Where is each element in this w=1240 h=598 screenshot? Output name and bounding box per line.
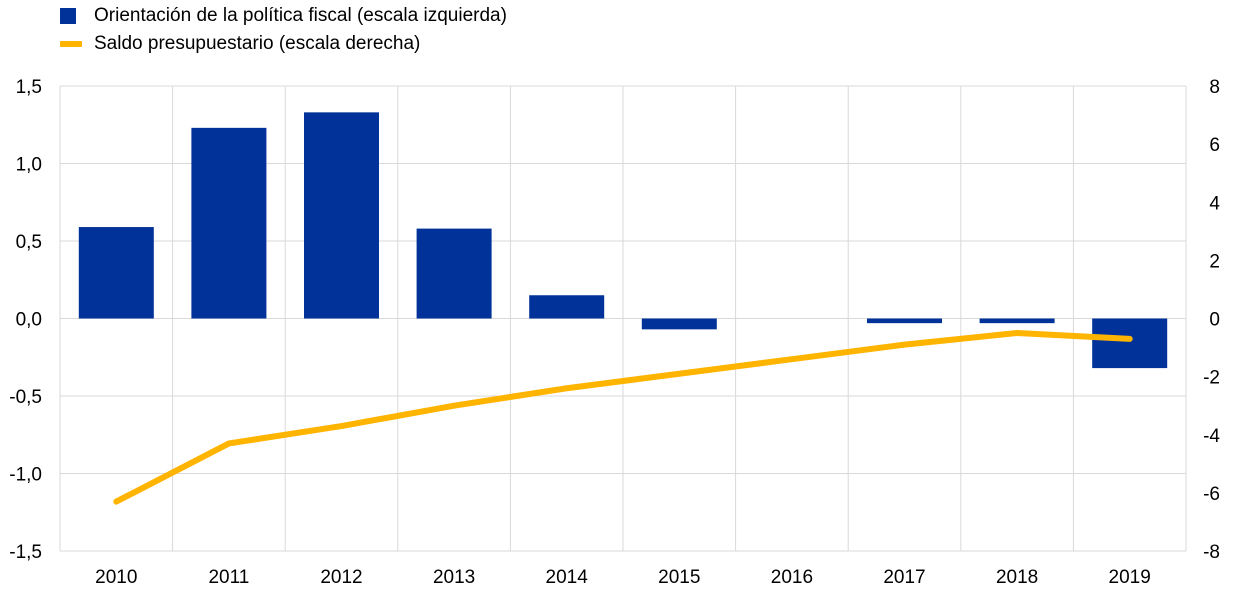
left-tick-label: -0,5 [9, 387, 42, 408]
right-tick-label: 2 [1209, 251, 1220, 272]
bar-2011 [191, 127, 267, 319]
x-tick-label: 2011 [208, 567, 249, 588]
budget-balance-line [113, 330, 1133, 505]
x-tick-label: 2012 [320, 567, 362, 588]
bar-series [78, 112, 1168, 369]
left-tick-label: -1,5 [9, 542, 42, 563]
right-tick-label: -4 [1203, 426, 1220, 447]
x-tick-label: 2018 [996, 567, 1038, 588]
right-tick-label: 6 [1209, 135, 1220, 156]
right-tick-label: 4 [1209, 193, 1220, 214]
legend-label-fiscal-stance: Orientación de la política fiscal (escal… [94, 5, 507, 26]
legend: Orientación de la política fiscal (escal… [60, 2, 507, 58]
bar-2013 [416, 228, 492, 319]
x-tick-label: 2010 [95, 567, 137, 588]
x-tick-label: 2017 [883, 567, 925, 588]
x-tick-label: 2014 [546, 567, 589, 588]
right-axis-ticks: 8 6 4 2 0 -2 -4 -6 -8 [1203, 77, 1220, 563]
grid-lines [59, 85, 1187, 552]
bar-2015 [641, 318, 717, 330]
right-tick-label: -6 [1203, 484, 1220, 505]
bar-2018 [979, 318, 1055, 324]
bar-2014 [529, 295, 605, 319]
x-tick-label: 2015 [658, 567, 700, 588]
right-tick-label: 0 [1209, 310, 1220, 331]
legend-swatch-line [60, 41, 82, 47]
right-tick-label: -2 [1203, 368, 1220, 389]
left-tick-label: 0,5 [16, 232, 42, 253]
legend-item-budget-balance: Saldo presupuestario (escala derecha) [60, 30, 507, 58]
right-tick-label: 8 [1209, 77, 1220, 98]
x-tick-label: 2016 [771, 567, 813, 588]
x-tick-label: 2013 [433, 567, 475, 588]
bar-2012 [304, 112, 379, 319]
bar-2017 [867, 318, 942, 324]
x-axis-ticks: 2010 2011 2012 2013 2014 2015 2016 2017 2018 2019 [95, 567, 1151, 588]
bar-2010 [78, 227, 154, 319]
left-tick-label: 1,0 [16, 155, 42, 176]
left-tick-label: -1,0 [9, 465, 42, 486]
right-tick-label: -8 [1203, 542, 1220, 563]
legend-label-budget-balance: Saldo presupuestario (escala derecha) [94, 33, 421, 54]
bar-2019 [1092, 318, 1168, 369]
left-axis-ticks: 1,5 1,0 0,5 0,0 -0,5 -1,0 -1,5 [9, 77, 42, 563]
line-series [113, 330, 1133, 505]
left-tick-label: 0,0 [16, 310, 42, 331]
x-tick-label: 2019 [1109, 567, 1151, 588]
legend-item-fiscal-stance: Orientación de la política fiscal (escal… [60, 2, 507, 30]
left-tick-label: 1,5 [16, 77, 42, 98]
legend-swatch-bar [60, 8, 76, 24]
